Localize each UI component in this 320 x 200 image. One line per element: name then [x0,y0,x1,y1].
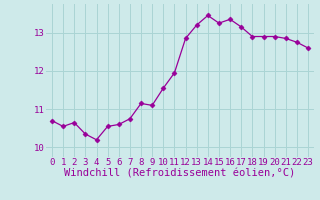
X-axis label: Windchill (Refroidissement éolien,°C): Windchill (Refroidissement éolien,°C) [64,169,296,179]
